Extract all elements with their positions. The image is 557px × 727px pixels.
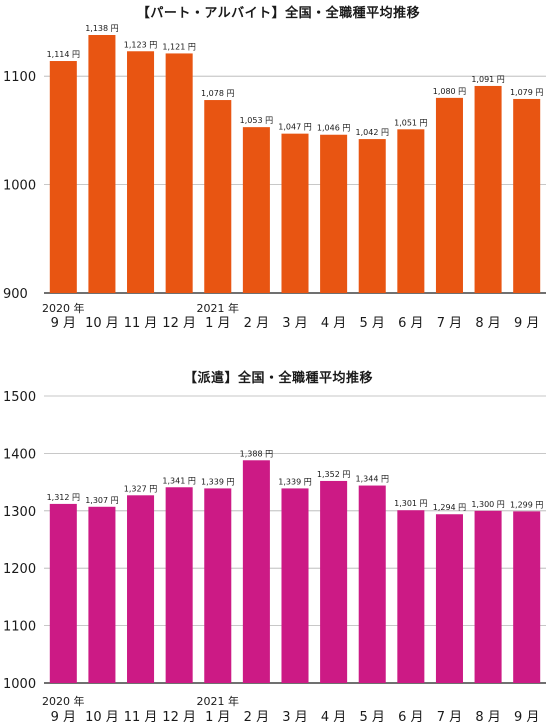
x-tick-label: 5 月 [360,316,385,331]
data-label: 1,051 円 [394,118,427,127]
bar [49,61,77,293]
y-tick-label: 1400 [3,447,36,462]
x-tick-label: 8 月 [475,710,500,725]
data-label: 1,344 円 [356,475,389,484]
x-tick-label: 4 月 [321,316,346,331]
x-tick-label: 6 月 [398,710,423,725]
bar [320,134,348,293]
dispatch-chart: 【派遣】全国・全職種平均推移 1000 1100 1200 1300 1400 1500 1… [0,365,557,727]
bar [358,139,386,293]
bar [204,488,232,683]
y-tick-label: 1100 [3,620,36,635]
x-tick-label: 3 月 [282,710,307,725]
bar [49,503,77,683]
data-label: 1,339 円 [278,477,311,486]
data-label: 1,114 円 [47,50,80,59]
bar [127,495,155,683]
year-label: 2020 年 [42,301,85,315]
part-time-chart: 【パート・アルバイト】全国・全職種平均推移 900 1000 1100 1,114 円… [0,0,557,340]
data-label: 1,312 円 [47,493,80,502]
year-label: 2021 年 [197,694,240,708]
x-tick-label: 11 月 [124,710,158,725]
x-tick-label: 9 月 [51,710,76,725]
x-tick-label: 4 月 [321,710,346,725]
y-tick-label: 1000 [3,677,36,692]
chart-title: 【パート・アルバイト】全国・全職種平均推移 [136,6,421,21]
bar [204,100,232,293]
bar [242,127,270,293]
x-tick-label: 9 月 [514,316,539,331]
y-tick-label: 1500 [3,390,36,405]
x-tick-label: 2 月 [244,316,269,331]
data-label: 1,046 円 [317,124,350,133]
data-label: 1,121 円 [162,42,195,51]
y-tick-label: 1300 [3,505,36,520]
x-tick-label: 11 月 [124,316,158,331]
x-tick-label: 8 月 [475,316,500,331]
x-tick-label: 12 月 [162,710,196,725]
x-tick-label: 7 月 [437,316,462,331]
year-label: 2020 年 [42,694,85,708]
x-tick-label: 3 月 [282,316,307,331]
x-tick-label: 6 月 [398,316,423,331]
year-label: 2021 年 [197,301,240,315]
data-label: 1,042 円 [356,128,389,137]
y-tick-label: 1000 [3,179,36,194]
data-label: 1,079 円 [510,88,543,97]
data-label: 1,053 円 [240,116,273,125]
data-label: 1,301 円 [394,499,427,508]
y-tick-label: 1200 [3,562,36,577]
data-label: 1,294 円 [433,503,466,512]
bar [435,97,463,293]
x-tick-label: 10 月 [85,710,119,725]
bar [165,53,193,293]
x-tick-label: 10 月 [85,316,119,331]
x-tick-label: 9 月 [514,710,539,725]
x-tick-label: 12 月 [162,316,196,331]
bar [88,506,116,683]
data-label: 1,300 円 [471,500,504,509]
x-tick-label: 1 月 [205,316,230,331]
bar [127,51,155,293]
data-label: 1,307 円 [85,496,118,505]
bar [474,510,502,683]
dispatch-chart-svg: 1000 1100 1200 1300 1400 1500 1,312 円 9 月 1,307 … [3,390,546,725]
x-tick-label: 9 月 [51,316,76,331]
bar [281,133,309,293]
data-label: 1,388 円 [240,449,273,458]
x-tick-label: 2 月 [244,710,269,725]
bar [281,488,309,683]
bar [320,480,348,683]
data-label: 1,047 円 [278,123,311,132]
data-label: 1,339 円 [201,477,234,486]
bar [242,460,270,683]
part-time-chart-svg: 900 1000 1100 1,114 円 9 月 1,138 円 10 月 1,123 円 1… [3,24,546,331]
bar [435,514,463,683]
x-tick-label: 1 月 [205,710,230,725]
bar [358,485,386,683]
bar [397,510,425,683]
data-label: 1,299 円 [510,500,543,509]
y-tick-label: 1100 [3,70,36,85]
data-label: 1,138 円 [85,24,118,33]
chart-title: 【派遣】全国・全職種平均推移 [183,371,373,386]
bar [88,35,116,294]
data-label: 1,341 円 [162,476,195,485]
bar [513,98,541,294]
data-label: 1,352 円 [317,470,350,479]
bar [397,129,425,293]
data-label: 1,080 円 [433,87,466,96]
x-tick-label: 7 月 [437,710,462,725]
bar [165,487,193,683]
data-label: 1,327 円 [124,484,157,493]
bar [474,85,502,294]
bar [513,511,541,683]
data-label: 1,123 円 [124,40,157,49]
data-label: 1,078 円 [201,89,234,98]
x-tick-label: 5 月 [360,710,385,725]
data-label: 1,091 円 [471,75,504,84]
y-tick-label: 900 [3,287,28,302]
